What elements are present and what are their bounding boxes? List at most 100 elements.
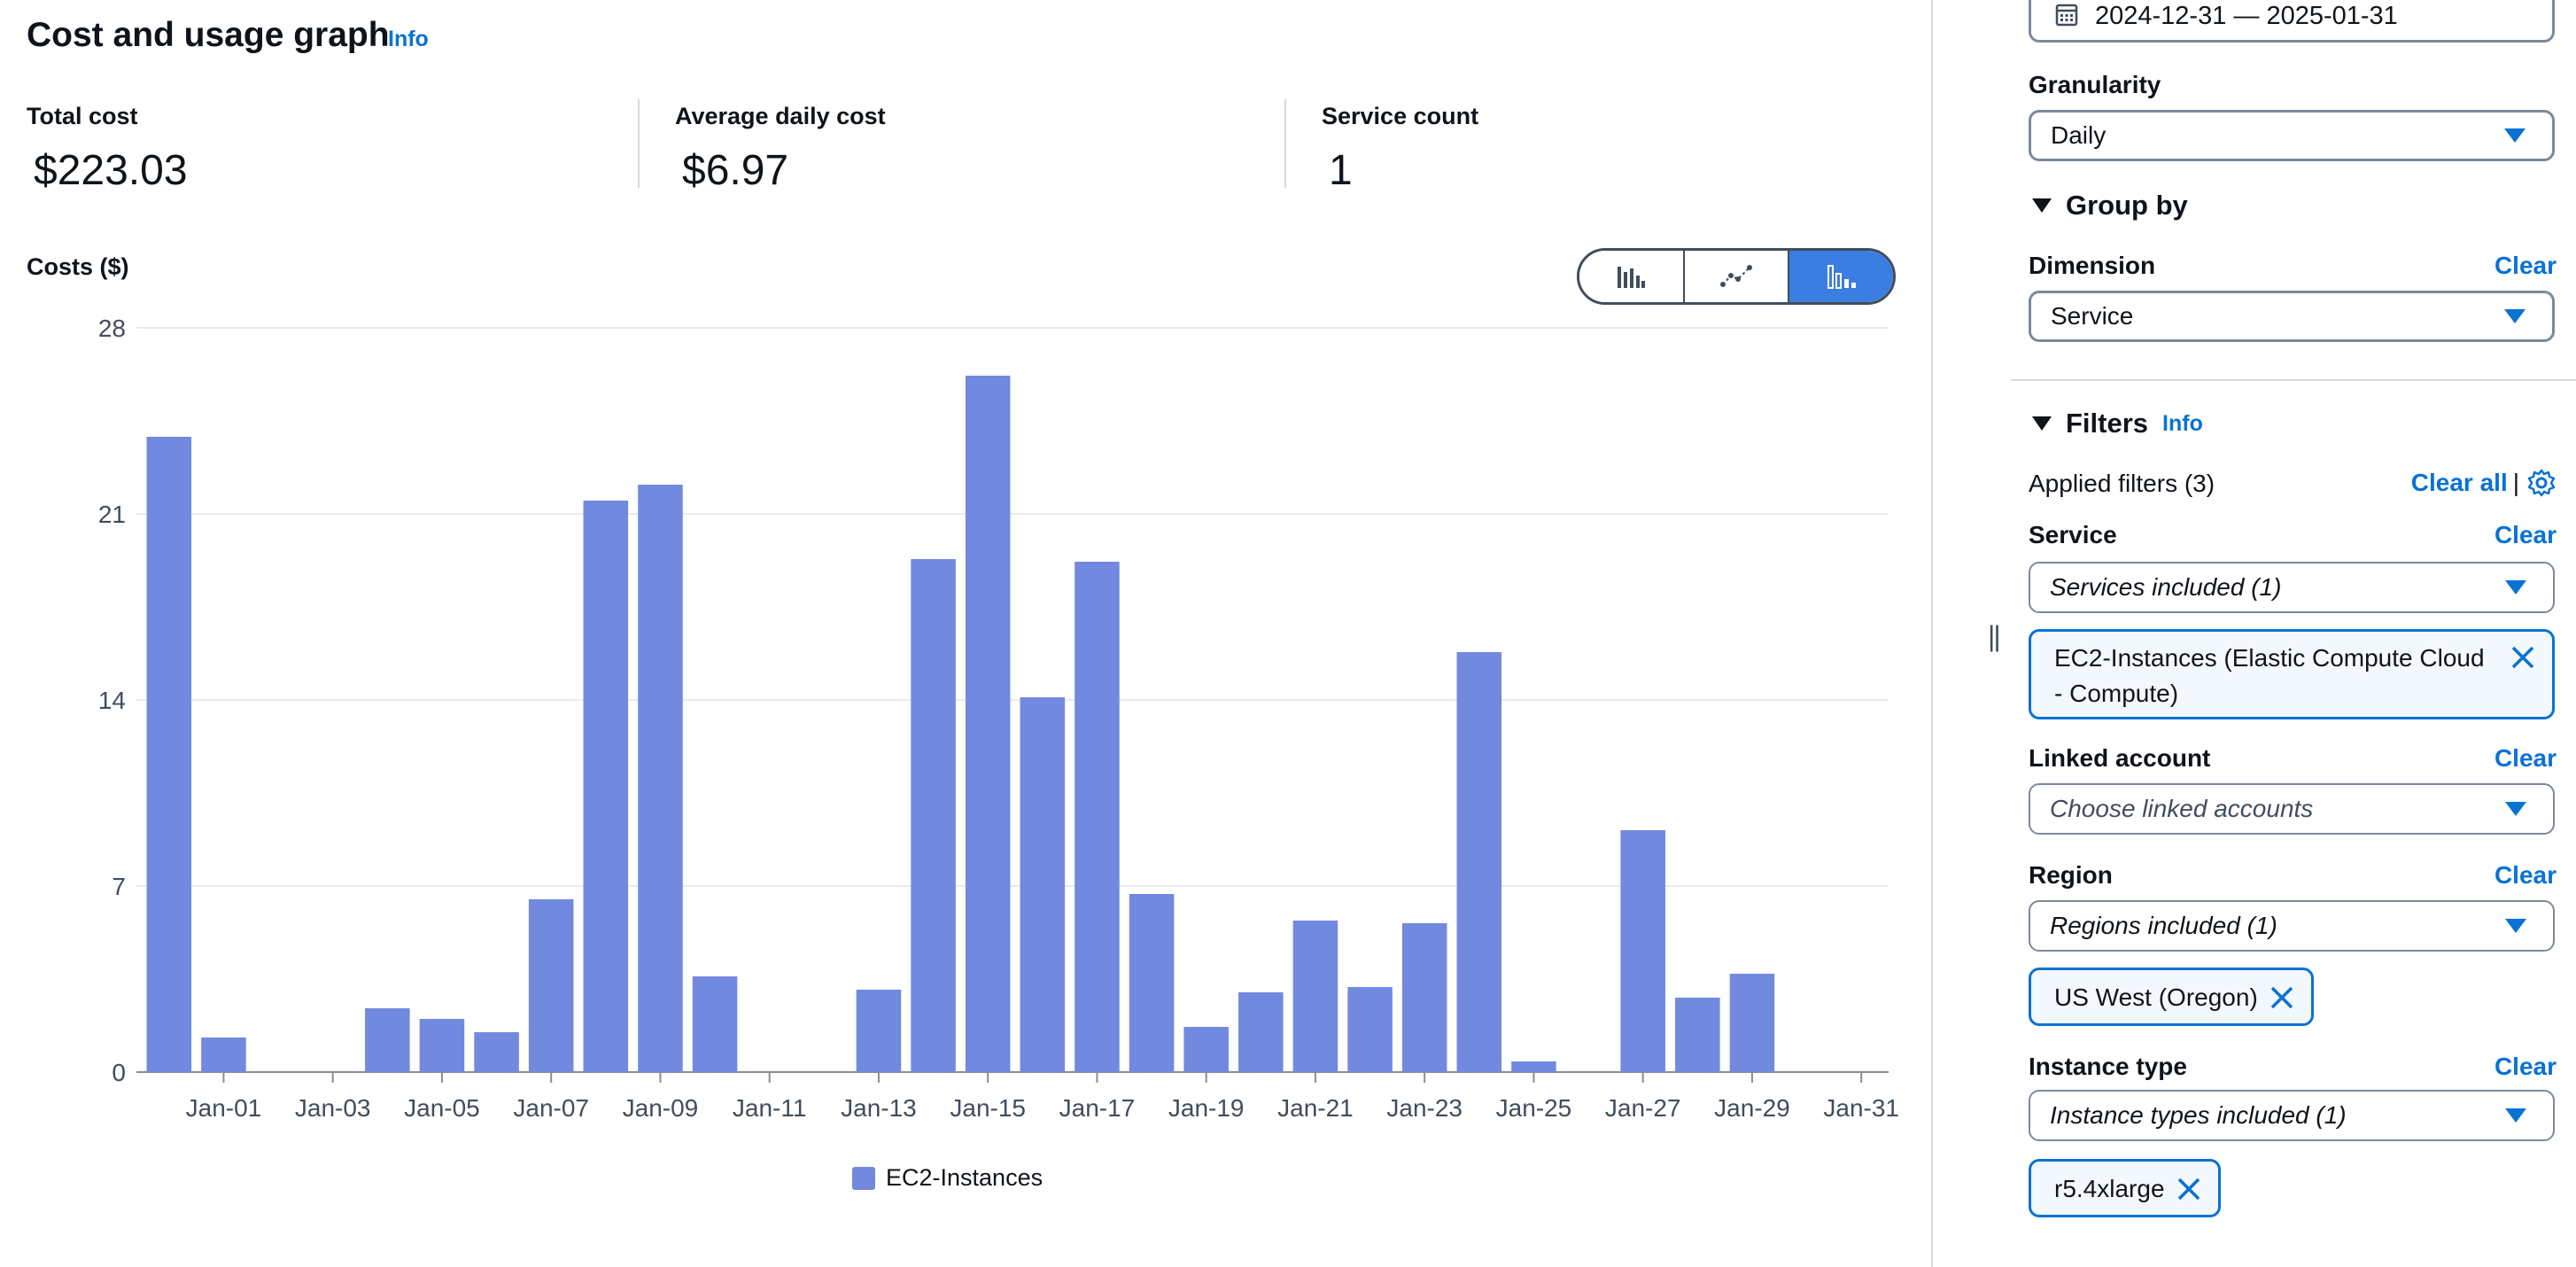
- filters-title: Filters: [2066, 408, 2149, 439]
- gear-icon[interactable]: [2526, 468, 2557, 498]
- chart-bar[interactable]: [1075, 562, 1120, 1072]
- region-token: US West (Oregon): [2029, 968, 2314, 1026]
- chart-bar[interactable]: [692, 976, 738, 1072]
- date-range-picker[interactable]: 2024-12-31 — 2025-01-31: [2029, 0, 2555, 43]
- caret-down-icon: [2505, 919, 2526, 933]
- cost-chart: 0 7 14 21 28 Jan-01 Jan-03 Jan-05 Jan-07 Jan-09 Ja…: [98, 315, 1899, 1122]
- line-chart-icon: [1720, 265, 1752, 287]
- x-tick-label: Jan-11: [733, 1094, 807, 1122]
- chart-bar[interactable]: [1511, 1061, 1556, 1072]
- bar-chart-button[interactable]: [1579, 251, 1685, 302]
- kpi-service-count: Service count 1: [1322, 103, 1478, 195]
- group-by-section-toggle[interactable]: Group by: [2032, 190, 2188, 222]
- x-tick-label: Jan-07: [513, 1094, 589, 1122]
- region-token-label: US West (Oregon): [2054, 983, 2258, 1011]
- chart-type-toggle: [1577, 248, 1896, 305]
- line-chart-button[interactable]: [1684, 251, 1790, 302]
- chart-bar[interactable]: [1729, 974, 1775, 1072]
- x-tick-label: Jan-03: [295, 1094, 371, 1122]
- chart-bar[interactable]: [474, 1032, 519, 1072]
- x-tick-label: Jan-23: [1386, 1094, 1463, 1122]
- caret-down-icon: [2504, 309, 2526, 323]
- chart-bar[interactable]: [1347, 987, 1393, 1072]
- panel-resize-handle[interactable]: ||: [1988, 620, 2001, 652]
- chart-bar[interactable]: [1401, 923, 1447, 1072]
- stacked-bar-chart-icon: [1827, 265, 1856, 289]
- bar-chart-icon: [1618, 267, 1646, 288]
- clear-all-group: Clear all |: [2411, 468, 2557, 498]
- granularity-select[interactable]: Daily: [2029, 110, 2555, 161]
- chart-axes: 0 7 14 21 28 Jan-01 Jan-03 Jan-05 Jan-07 Jan-09 Ja…: [98, 315, 1899, 1122]
- close-icon[interactable]: [2267, 983, 2297, 1013]
- legend-swatch: [852, 1166, 875, 1190]
- caret-down-icon: [2505, 580, 2526, 595]
- filters-info-link[interactable]: Info: [2162, 410, 2203, 436]
- instance-type-clear-button[interactable]: Clear: [2494, 1053, 2557, 1080]
- caret-down-icon: [2505, 1108, 2526, 1123]
- stacked-bar-chart-button[interactable]: [1789, 251, 1893, 302]
- chart-bar[interactable]: [528, 899, 574, 1072]
- chart-bars: [146, 376, 1775, 1072]
- service-clear-button[interactable]: Clear: [2494, 521, 2557, 548]
- applied-filters-count: Applied filters (3): [2029, 470, 2215, 497]
- chart-bar[interactable]: [965, 376, 1011, 1072]
- kpi-total-cost: Total cost $223.03: [27, 103, 188, 195]
- dimension-value: Service: [2051, 302, 2134, 330]
- y-tick-label: 7: [112, 873, 126, 900]
- kpi-value: 1: [1329, 147, 1353, 194]
- x-tick-label: Jan-15: [950, 1094, 1026, 1122]
- chart-bar[interactable]: [583, 501, 629, 1072]
- chart-bar[interactable]: [419, 1019, 465, 1072]
- kpi-label: Total cost: [27, 103, 138, 129]
- x-tick-label: Jan-17: [1059, 1094, 1136, 1122]
- close-icon[interactable]: [2508, 642, 2538, 672]
- chart-bar[interactable]: [911, 559, 956, 1072]
- x-tick-label: Jan-09: [623, 1094, 699, 1122]
- chart-bar[interactable]: [201, 1038, 246, 1072]
- instance-type-select-value: Instance types included (1): [2050, 1101, 2347, 1129]
- chart-bar[interactable]: [1020, 697, 1066, 1072]
- chart-bar[interactable]: [365, 1008, 410, 1072]
- kpi-divider: [638, 99, 640, 188]
- x-tick-label: Jan-01: [186, 1094, 262, 1122]
- chart-bar[interactable]: [1456, 652, 1502, 1072]
- chart-bar[interactable]: [1292, 921, 1338, 1072]
- y-axis-label: Costs ($): [27, 253, 129, 280]
- linked-account-label: Linked account: [2029, 744, 2211, 772]
- separator: |: [2512, 469, 2519, 496]
- chart-bar[interactable]: [1675, 998, 1720, 1072]
- kpi-divider: [1284, 99, 1286, 188]
- chart-bar[interactable]: [1238, 992, 1284, 1072]
- region-clear-button[interactable]: Clear: [2494, 861, 2557, 889]
- linked-account-clear-button[interactable]: Clear: [2494, 744, 2557, 772]
- clear-all-button[interactable]: Clear all: [2410, 469, 2508, 496]
- chart-bar[interactable]: [638, 485, 683, 1072]
- chart-legend[interactable]: EC2-Instances: [852, 1164, 1043, 1192]
- kpi-label: Average daily cost: [675, 103, 886, 129]
- chart-bar[interactable]: [856, 990, 902, 1072]
- close-icon[interactable]: [2174, 1174, 2204, 1204]
- caret-down-icon: [2032, 198, 2052, 213]
- linked-account-select[interactable]: Choose linked accounts: [2029, 783, 2555, 835]
- x-tick-label: Jan-19: [1168, 1094, 1245, 1122]
- kpi-label: Service count: [1322, 103, 1479, 129]
- instance-type-select[interactable]: Instance types included (1): [2029, 1090, 2555, 1141]
- region-select[interactable]: Regions included (1): [2029, 900, 2555, 952]
- chart-bar[interactable]: [1129, 894, 1175, 1072]
- dimension-select[interactable]: Service: [2029, 291, 2555, 342]
- filters-section-toggle[interactable]: Filters Info: [2032, 408, 2203, 439]
- caret-down-icon: [2032, 416, 2052, 431]
- y-tick-label: 28: [98, 315, 126, 342]
- section-divider: [2011, 379, 2576, 381]
- chart-bar[interactable]: [1620, 830, 1665, 1072]
- instance-type-token-label: r5.4xlarge: [2054, 1175, 2165, 1202]
- kpi-value: $223.03: [34, 147, 188, 194]
- chart-bar[interactable]: [1183, 1027, 1229, 1072]
- title-info-link[interactable]: Info: [388, 27, 429, 51]
- dimension-clear-button[interactable]: Clear: [2494, 252, 2557, 279]
- service-select-value: Services included (1): [2050, 573, 2282, 601]
- x-tick-label: Jan-29: [1714, 1094, 1790, 1122]
- linked-account-placeholder: Choose linked accounts: [2050, 795, 2314, 822]
- chart-bar[interactable]: [146, 437, 192, 1072]
- service-select[interactable]: Services included (1): [2029, 562, 2555, 613]
